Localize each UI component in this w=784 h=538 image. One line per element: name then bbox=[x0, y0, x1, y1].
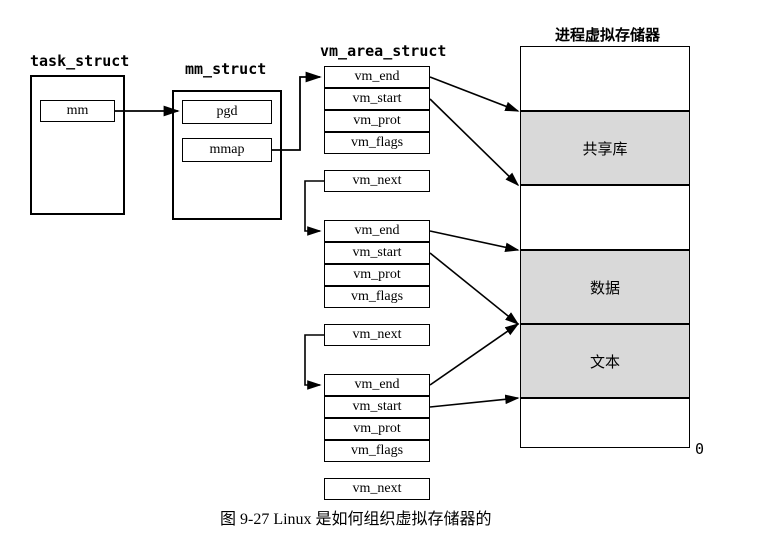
vma2-vm-next: vm_next bbox=[324, 324, 430, 346]
vma3-vm-prot: vm_prot bbox=[324, 418, 430, 440]
vma1-vm-next: vm_next bbox=[324, 170, 430, 192]
vma1-vm-prot: vm_prot bbox=[324, 110, 430, 132]
vma2-vm-start: vm_start bbox=[324, 242, 430, 264]
vma1-vm-flags: vm_flags bbox=[324, 132, 430, 154]
vma1-vm-start: vm_start bbox=[324, 88, 430, 110]
figure-caption: 图 9-27 Linux 是如何组织虚拟存储器的 bbox=[220, 505, 492, 529]
task-struct-box bbox=[30, 75, 125, 215]
vma3-vm-next: vm_next bbox=[324, 478, 430, 500]
memory-title: 进程虚拟存储器 bbox=[555, 24, 660, 45]
vma-title: vm_area_struct bbox=[320, 42, 446, 60]
vma3-vm-flags: vm_flags bbox=[324, 440, 430, 462]
mm-mmap-cell: mmap bbox=[182, 138, 272, 162]
vma3-vm-start: vm_start bbox=[324, 396, 430, 418]
mem-seg-text: 文本 bbox=[520, 324, 690, 398]
mem-seg-gap1 bbox=[520, 185, 690, 250]
task-struct-title: task_struct bbox=[30, 52, 129, 70]
mem-seg-top bbox=[520, 46, 690, 111]
mem-seg-data: 数据 bbox=[520, 250, 690, 324]
vma2-vm-flags: vm_flags bbox=[324, 286, 430, 308]
zero-label: 0 bbox=[695, 440, 704, 458]
mem-seg-shared: 共享库 bbox=[520, 111, 690, 185]
vma3-vm-end: vm_end bbox=[324, 374, 430, 396]
vma2-vm-end: vm_end bbox=[324, 220, 430, 242]
mm-struct-title: mm_struct bbox=[185, 60, 266, 78]
vma1-vm-end: vm_end bbox=[324, 66, 430, 88]
mem-seg-bottom bbox=[520, 398, 690, 448]
mm-pgd-cell: pgd bbox=[182, 100, 272, 124]
vma2-vm-prot: vm_prot bbox=[324, 264, 430, 286]
task-mm-cell: mm bbox=[40, 100, 115, 122]
